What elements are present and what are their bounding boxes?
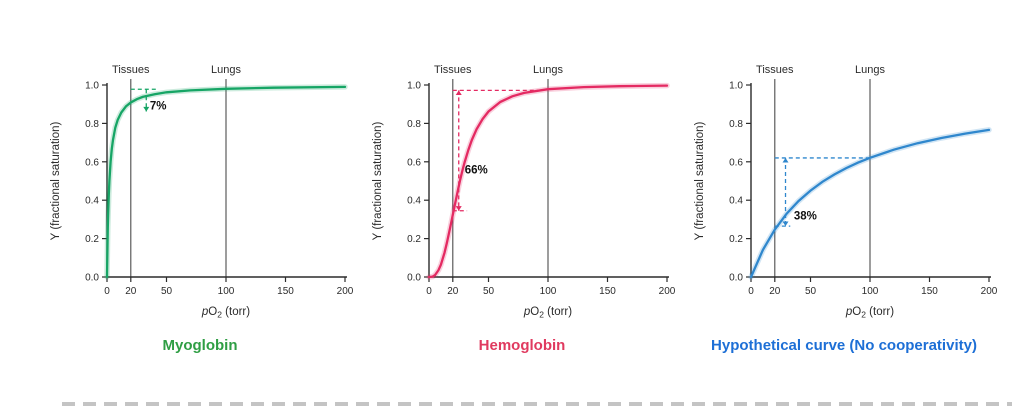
y-tick-label: 0.0 xyxy=(407,273,421,284)
y-tick-label: 0.4 xyxy=(407,196,421,207)
caption-hypothetical: Hypothetical curve (No cooperativity) xyxy=(711,337,977,354)
ref-label-tissues: Tissues xyxy=(756,64,794,76)
y-tick-label: 0.0 xyxy=(729,273,743,284)
curve-path xyxy=(427,84,669,279)
axes xyxy=(750,83,991,278)
y-tick-label: 1.0 xyxy=(407,81,421,92)
y-tick-label: 0.8 xyxy=(729,119,743,130)
chart-hemoglobin: Tissues Lungs 0.0 0.2 0.4 0.6 0.8 1.0 0 20 50 100 15… xyxy=(366,55,678,354)
ref-label-lungs: Lungs xyxy=(211,64,241,76)
charts-row: Tissues Lungs 0.0 0.2 0.4 0.6 0.8 1.0 0 20 50 100 15… xyxy=(44,55,1000,354)
x-tick-label: 150 xyxy=(921,286,938,297)
y-axis-label: Y (fractional saturation) xyxy=(372,121,384,240)
myoglobin-plot: Tissues Lungs 0.0 0.2 0.4 0.6 0.8 1.0 0 20 50 100 15… xyxy=(50,64,354,320)
x-tick-label: 50 xyxy=(161,286,173,297)
y-tick-label: 0.2 xyxy=(407,234,421,245)
y-tick-label: 0.6 xyxy=(407,157,421,168)
axes xyxy=(428,83,669,278)
y-tick-label: 0.6 xyxy=(85,157,99,168)
x-tick-label: 200 xyxy=(981,286,998,297)
x-tick-label: 50 xyxy=(483,286,495,297)
x-tick-label: 20 xyxy=(769,286,781,297)
curve-path xyxy=(105,85,347,279)
y-tick-label: 1.0 xyxy=(85,81,99,92)
y-tick-label: 0.0 xyxy=(85,273,99,284)
x-tick-label: 20 xyxy=(447,286,459,297)
ref-label-tissues: Tissues xyxy=(434,64,472,76)
arrowhead xyxy=(455,206,462,211)
x-axis-label: pO2 (torr) xyxy=(523,306,572,320)
caption-hemoglobin: Hemoglobin xyxy=(478,337,566,354)
x-tick-label: 200 xyxy=(337,286,354,297)
chart-myoglobin: Tissues Lungs 0.0 0.2 0.4 0.6 0.8 1.0 0 20 50 100 15… xyxy=(44,55,356,354)
torn-edge-dashes xyxy=(62,402,1012,406)
arrowhead xyxy=(782,221,789,227)
ref-label-lungs: Lungs xyxy=(855,64,885,76)
ref-label-lungs: Lungs xyxy=(533,64,563,76)
y-tick-label: 0.6 xyxy=(729,157,743,168)
x-tick-label: 100 xyxy=(218,286,235,297)
y-tick-label: 0.4 xyxy=(729,196,743,207)
x-tick-label: 0 xyxy=(748,286,754,297)
x-axis-label: pO2 (torr) xyxy=(201,306,250,320)
x-tick-label: 200 xyxy=(659,286,676,297)
x-tick-label: 50 xyxy=(805,286,817,297)
x-axis-label: pO2 (torr) xyxy=(845,306,894,320)
arrowhead xyxy=(143,106,150,112)
y-tick-label: 0.2 xyxy=(85,234,99,245)
curve-path xyxy=(749,128,991,279)
x-tick-label: 100 xyxy=(862,286,879,297)
x-tick-label: 150 xyxy=(599,286,616,297)
arrowhead xyxy=(455,90,462,95)
y-tick-label: 0.4 xyxy=(85,196,99,207)
axes xyxy=(106,83,347,278)
hypothetical-plot: Tissues Lungs 0.0 0.2 0.4 0.6 0.8 1.0 0 20 50 100 15… xyxy=(694,64,998,320)
y-tick-label: 0.8 xyxy=(407,119,421,130)
y-tick-label: 0.2 xyxy=(729,234,743,245)
x-tick-label: 100 xyxy=(540,286,557,297)
arrowhead xyxy=(782,157,789,163)
caption-myoglobin: Myoglobin xyxy=(162,337,238,354)
hemoglobin-plot: Tissues Lungs 0.0 0.2 0.4 0.6 0.8 1.0 0 20 50 100 15… xyxy=(372,64,676,320)
y-tick-label: 1.0 xyxy=(729,81,743,92)
y-tick-label: 0.8 xyxy=(85,119,99,130)
y-axis-label: Y (fractional saturation) xyxy=(694,121,706,240)
annotation-label: 38% xyxy=(794,210,817,222)
annotation-label: 66% xyxy=(465,164,488,176)
y-axis-label: Y (fractional saturation) xyxy=(50,121,62,240)
chart-hypothetical: Tissues Lungs 0.0 0.2 0.4 0.6 0.8 1.0 0 20 50 100 15… xyxy=(688,55,1000,354)
x-tick-label: 0 xyxy=(104,286,110,297)
annotation-label: 7% xyxy=(150,101,167,113)
x-tick-label: 150 xyxy=(277,286,294,297)
ref-label-tissues: Tissues xyxy=(112,64,150,76)
x-tick-label: 0 xyxy=(426,286,432,297)
x-tick-label: 20 xyxy=(125,286,137,297)
